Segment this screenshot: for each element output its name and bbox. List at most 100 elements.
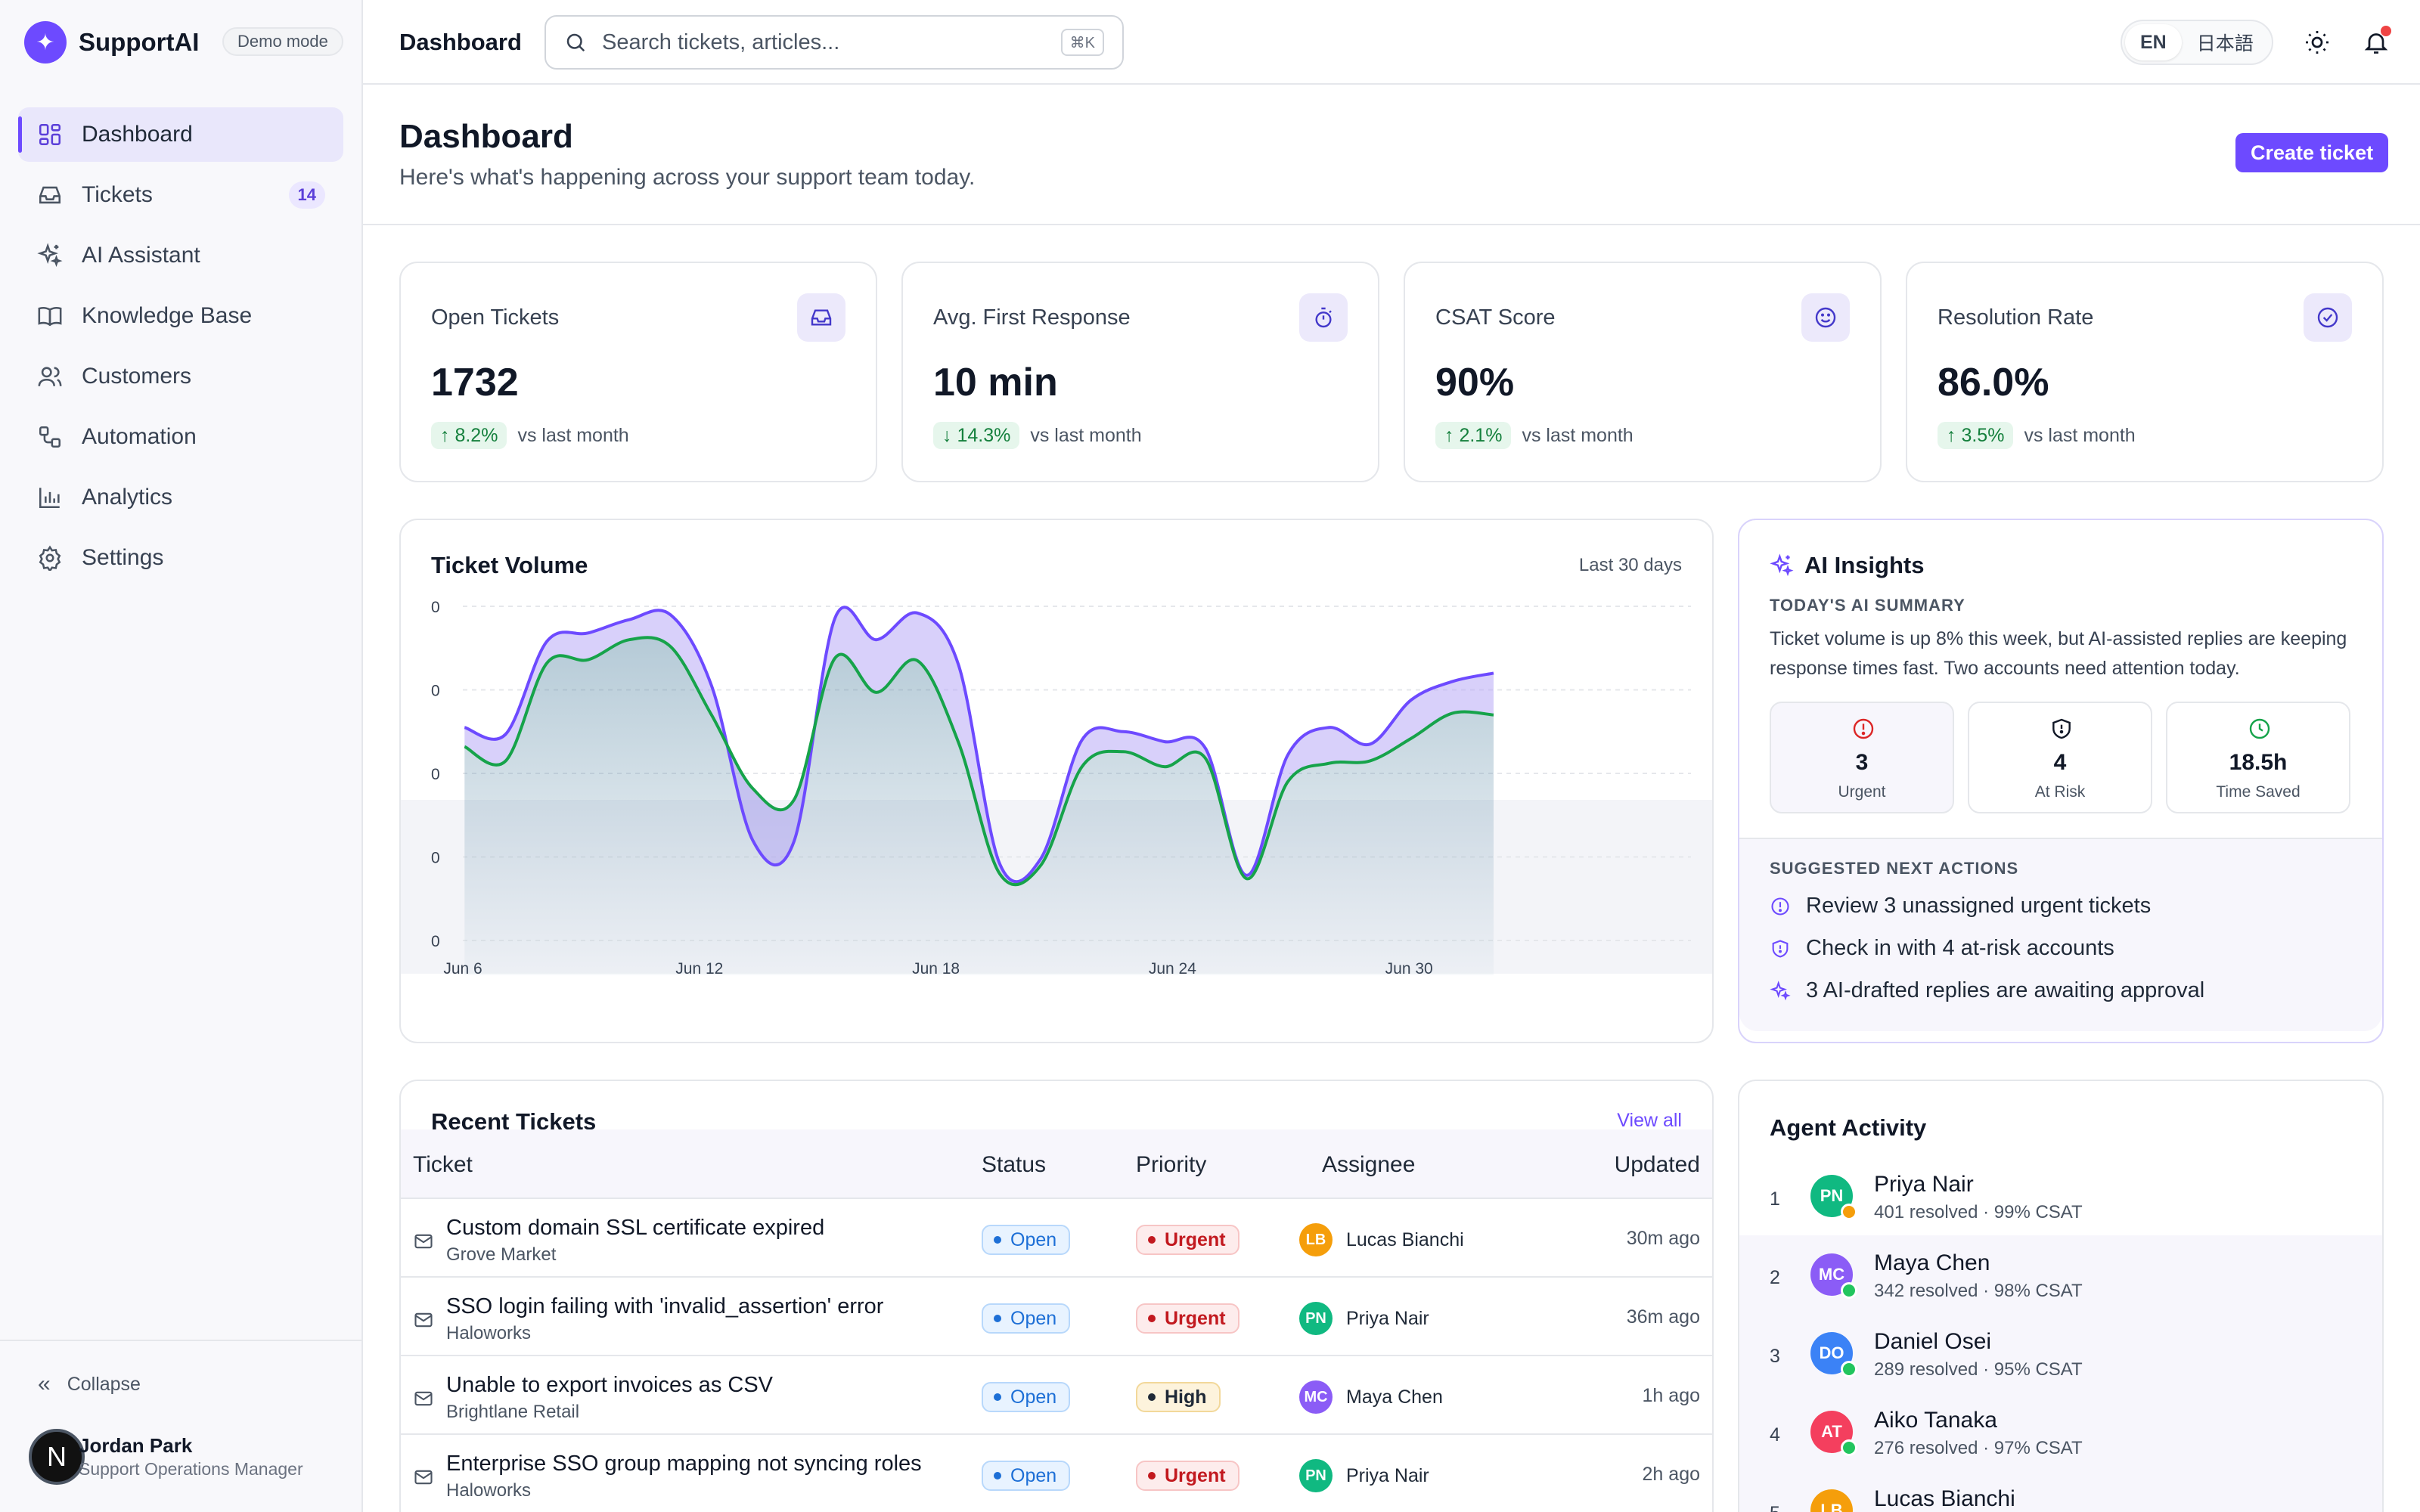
sparkles-icon	[1770, 980, 1791, 1000]
column-header-updated[interactable]: Updated	[1614, 1152, 1700, 1177]
check-circle-icon	[2304, 293, 2352, 342]
suggested-action-label: Review 3 unassigned urgent tickets	[1806, 894, 2152, 918]
agent-name: Priya Nair	[1874, 1172, 1974, 1197]
chart-title: Ticket Volume	[431, 552, 588, 578]
table-row[interactable]: Custom domain SSL certificate expired Gr…	[401, 1199, 1712, 1278]
assignee: MC Maya Chen	[1299, 1380, 1443, 1414]
assignee-name: Priya Nair	[1346, 1307, 1429, 1329]
stat-delta: ↑ 3.5% vs last month	[1938, 422, 2136, 449]
sidebar-item-analytics[interactable]: Analytics	[18, 470, 343, 525]
column-header-priority[interactable]: Priority	[1136, 1152, 1207, 1177]
presence-indicator	[1841, 1282, 1857, 1299]
ai-metric-at-risk[interactable]: 4 At Risk	[1968, 702, 2152, 813]
assignee-name: Lucas Bianchi	[1346, 1228, 1464, 1250]
sidebar-item-automation[interactable]: Automation	[18, 410, 343, 464]
agent-resolved: 289 resolved	[1874, 1359, 1978, 1380]
agent-row[interactable]: 2 MC Maya Chen 342 resolved · 98% CSAT	[1739, 1235, 2382, 1314]
delta-pill: ↑ 8.2%	[431, 422, 507, 449]
agent-rank: 5	[1770, 1503, 1780, 1512]
brand[interactable]: ✦ SupportAI	[24, 18, 199, 67]
sidebar-item-settings[interactable]: Settings	[18, 531, 343, 585]
notifications-button[interactable]	[2360, 26, 2393, 59]
agent-resolved: 342 resolved	[1874, 1281, 1978, 1301]
table-row[interactable]: Unable to export invoices as CSV Brightl…	[401, 1356, 1712, 1435]
page-header: Dashboard Here's what's happening across…	[363, 85, 2420, 225]
ai-metric-label: At Risk	[2034, 783, 2086, 801]
table-row[interactable]: Enterprise SSO group mapping not syncing…	[401, 1435, 1712, 1512]
agent-name: Maya Chen	[1874, 1250, 1990, 1275]
avatar: AT	[1810, 1411, 1857, 1456]
avatar-initials: LB	[1820, 1501, 1843, 1512]
users-icon	[36, 363, 64, 390]
chart-range-label: Last 30 days	[1578, 555, 1682, 575]
agent-row[interactable]: 5 LB Lucas Bianchi	[1739, 1471, 2382, 1512]
avatar-initials: MC	[1818, 1265, 1845, 1284]
agent-stats: 276 resolved · 97% CSAT	[1874, 1438, 2083, 1458]
shield-icon	[1772, 939, 1789, 958]
column-header-status[interactable]: Status	[982, 1152, 1047, 1177]
language-option-ja[interactable]: 日本語	[2196, 33, 2254, 54]
arrow-down-icon: ↓	[942, 424, 957, 446]
ai-metric-value: 18.5h	[2229, 750, 2288, 775]
delta-pill: ↓ 14.3%	[933, 422, 1020, 449]
theme-toggle-button[interactable]	[2301, 26, 2334, 59]
avatar: PN	[1299, 1302, 1333, 1335]
stat-card-first-response: Avg. First Response 10 min ↓ 14.3% vs la…	[901, 262, 1379, 482]
sidebar-item-dashboard[interactable]: Dashboard	[18, 107, 343, 162]
inbox-icon	[36, 181, 64, 209]
view-all-link[interactable]: View all	[1617, 1110, 1682, 1131]
stat-card-open-tickets: Open Tickets 1732 ↑ 8.2% vs last month	[399, 262, 877, 482]
presence-indicator	[1841, 1361, 1857, 1377]
updated-time: 36m ago	[1626, 1306, 1700, 1328]
status-badge: Open	[982, 1461, 1071, 1491]
agent-activity-card: Agent Activity 1 PN Priya Nair 401 resol…	[1738, 1080, 2384, 1512]
ai-metric-urgent[interactable]: 3 Urgent	[1770, 702, 1954, 813]
stat-delta: ↑ 2.1% vs last month	[1435, 422, 1634, 449]
suggested-action-item[interactable]: Review 3 unassigned urgent tickets	[1770, 894, 2151, 919]
sidebar-item-ai-assistant[interactable]: AI Assistant	[18, 228, 343, 283]
agent-row[interactable]: 3 DO Daniel Osei 289 resolved · 95% CSAT	[1739, 1314, 2382, 1393]
table-header: Ticket Status Priority Assignee Updated	[401, 1129, 1712, 1199]
agent-row[interactable]: 4 AT Aiko Tanaka 276 resolved · 97% CSAT	[1739, 1393, 2382, 1471]
ai-summary-text: Ticket volume is up 8% this week, but AI…	[1770, 628, 2347, 679]
suggested-action-item[interactable]: Check in with 4 at-risk accounts	[1770, 936, 2114, 961]
collapse-button[interactable]: « Collapse	[38, 1371, 141, 1397]
table-row[interactable]: SSO login failing with 'invalid_assertio…	[401, 1278, 1712, 1356]
ticket-company: Grove Market	[446, 1244, 557, 1265]
y-tick-label: 0	[431, 766, 440, 783]
avatar: LB	[1810, 1489, 1853, 1512]
column-header-assignee[interactable]: Assignee	[1322, 1152, 1416, 1177]
delta-value: 2.1%	[1459, 424, 1503, 446]
ticket-subject: SSO login failing with 'invalid_assertio…	[446, 1294, 884, 1318]
create-ticket-button[interactable]: Create ticket	[2235, 133, 2389, 172]
user-profile[interactable]: N Jordan Park Support Operations Manager	[29, 1429, 303, 1485]
avatar: LB	[1299, 1223, 1333, 1256]
y-tick-label: 0	[431, 850, 440, 867]
sparkles-icon	[36, 242, 64, 269]
search-box[interactable]: ⌘K	[544, 15, 1124, 70]
avatar-initials: AT	[1821, 1422, 1842, 1441]
sun-icon	[2306, 31, 2328, 54]
presence-indicator	[1841, 1204, 1857, 1220]
agent-rank: 4	[1770, 1424, 1780, 1445]
column-header-ticket[interactable]: Ticket	[413, 1152, 473, 1177]
ticket-subject: Unable to export invoices as CSV	[446, 1373, 773, 1397]
sidebar-item-knowledge-base[interactable]: Knowledge Base	[18, 289, 343, 343]
sidebar-item-label: Dashboard	[82, 122, 193, 147]
ai-metric-time-saved[interactable]: 18.5h Time Saved	[2166, 702, 2350, 813]
ai-insights-title: AI Insights	[1804, 552, 1925, 578]
suggested-action-item[interactable]: 3 AI-drafted replies are awaiting approv…	[1770, 978, 2204, 1003]
sidebar-item-tickets[interactable]: Tickets 14	[18, 168, 343, 222]
language-option-en[interactable]: EN	[2125, 24, 2182, 60]
inbox-icon	[797, 293, 845, 342]
agent-activity-title: Agent Activity	[1770, 1114, 1927, 1141]
notification-dot	[2381, 26, 2391, 36]
status-badge: Open	[982, 1303, 1071, 1334]
sidebar-item-customers[interactable]: Customers	[18, 349, 343, 404]
agent-row[interactable]: 1 PN Priya Nair 401 resolved · 99% CSAT	[1739, 1157, 2382, 1235]
y-tick-label: 0	[431, 933, 440, 950]
search-input[interactable]	[602, 29, 1025, 55]
ai-insights-header: AI Insights	[1770, 552, 1924, 579]
series-area-fill	[464, 637, 1494, 975]
